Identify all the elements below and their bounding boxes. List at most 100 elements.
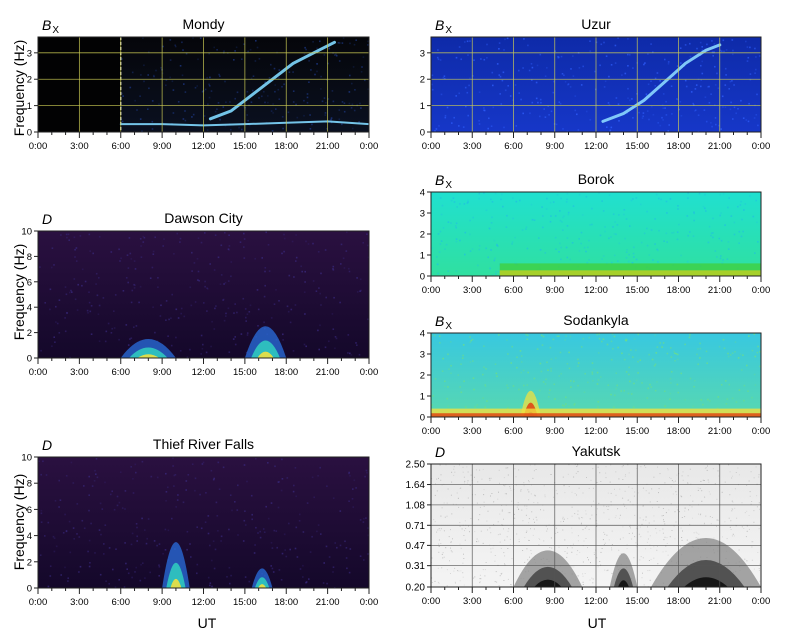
y-tick-label: 2 (27, 328, 32, 339)
y-tick-label: 0 (420, 128, 425, 139)
y-tick-label: 3 (420, 48, 425, 59)
y-tick-label: 1 (420, 251, 425, 262)
panel-yakutsk: 0:00 3:00 6:00 9:00 12:00 15:00 18:00 21:00 0:00… (406, 443, 771, 607)
spectrogram-content (38, 457, 369, 588)
x-tick-label: 15:00 (625, 596, 649, 607)
y-tick-label: 3 (27, 48, 32, 59)
x-tick-label: 15:00 (625, 285, 649, 296)
x-tick-label: 0:00 (752, 141, 771, 152)
x-tick-label: 15:00 (233, 141, 257, 152)
x-tick-label: 9:00 (546, 426, 565, 437)
y-tick-label: 3 (420, 350, 425, 361)
x-tick-label: 6:00 (504, 426, 523, 437)
spectrogram-content (431, 192, 761, 276)
x-tick-label: 12:00 (192, 597, 216, 608)
x-tick-label: 3:00 (463, 426, 482, 437)
y-tick-label: 0 (420, 272, 425, 283)
component-subscript: X (445, 321, 452, 332)
y-tick-label: 3 (420, 209, 425, 220)
spectrogram-background (431, 192, 761, 276)
x-tick-label: 0:00 (29, 141, 48, 152)
x-tick-label: 3:00 (463, 285, 482, 296)
x-tick-label: 0:00 (422, 285, 441, 296)
x-tick-label: 21:00 (316, 141, 340, 152)
component-label: D (42, 211, 52, 227)
y-tick-label: 0 (420, 413, 425, 424)
panel-title: Sodankyla (563, 312, 629, 328)
component-subscript: X (445, 25, 452, 36)
x-tick-label: 9:00 (153, 367, 172, 378)
spectrogram-content (38, 37, 369, 132)
panel-thief-river-falls: 0:00 3:00 6:00 9:00 12:00 15:00 18:00 21:00 0:00… (21, 436, 378, 608)
spectrogram-background (38, 457, 369, 588)
spectrogram-content (431, 37, 761, 132)
x-tick-label: 18:00 (274, 141, 298, 152)
component-label: BX (42, 17, 59, 36)
x-tick-label: 3:00 (70, 367, 89, 378)
y-tick-label: 2 (420, 371, 425, 382)
x-tick-label: 3:00 (70, 597, 89, 608)
component-label: D (435, 444, 445, 460)
panel-title: Borok (578, 171, 616, 187)
x-axis-label-right: UT (588, 615, 607, 631)
x-tick-label: 9:00 (153, 597, 172, 608)
y-tick-label: 6 (27, 505, 32, 516)
y-tick-label: 0 (27, 584, 32, 595)
component-label: BX (435, 17, 452, 36)
spectrogram-background (431, 333, 761, 417)
x-tick-label: 18:00 (667, 141, 691, 152)
x-tick-label: 0:00 (360, 367, 379, 378)
x-tick-label: 18:00 (274, 367, 298, 378)
component-label: D (42, 437, 52, 453)
panel-title: Mondy (182, 16, 224, 32)
panel-uzur: 0:00 3:00 6:00 9:00 12:00 15:00 18:00 21:00 0:00… (420, 16, 771, 152)
y-tick-label: 1.64 (406, 480, 426, 491)
x-tick-label: 18:00 (274, 597, 298, 608)
y-tick-label: 10 (21, 453, 32, 464)
x-tick-label: 0:00 (360, 597, 379, 608)
emission-trace (601, 43, 722, 123)
x-tick-label: 6:00 (112, 597, 131, 608)
y-tick-label: 2 (27, 75, 32, 86)
spectrogram-content (39, 231, 369, 358)
x-tick-label: 6:00 (504, 141, 523, 152)
y-tick-label: 2 (420, 75, 425, 86)
spectrogram-content (431, 333, 761, 417)
x-tick-label: 21:00 (708, 596, 732, 607)
x-tick-label: 12:00 (584, 596, 608, 607)
x-tick-label: 9:00 (546, 141, 565, 152)
y-tick-label: 4 (27, 303, 32, 314)
x-tick-label: 15:00 (233, 597, 257, 608)
x-tick-label: 12:00 (584, 141, 608, 152)
y-tick-label: 1.08 (406, 500, 426, 511)
x-tick-label: 12:00 (584, 426, 608, 437)
x-tick-label: 0:00 (752, 596, 771, 607)
x-tick-label: 21:00 (708, 141, 732, 152)
y-tick-label: 6 (27, 277, 32, 288)
x-tick-label: 6:00 (112, 141, 131, 152)
x-tick-label: 9:00 (546, 596, 565, 607)
y-tick-label: 1 (420, 101, 425, 112)
component-subscript: X (52, 25, 59, 36)
y-axis-label-1: Frequency (Hz) (11, 40, 27, 136)
x-tick-label: 0:00 (422, 426, 441, 437)
x-tick-label: 3:00 (463, 596, 482, 607)
y-tick-label: 0.71 (406, 521, 426, 532)
panel-title: Yakutsk (572, 443, 622, 459)
y-tick-label: 2 (27, 557, 32, 568)
x-tick-label: 6:00 (504, 596, 523, 607)
y-tick-label: 2 (420, 230, 425, 241)
panel-mondy: 0:00 3:00 6:00 9:00 12:00 15:00 18:00 21:00 0:00… (27, 16, 379, 152)
spectrogram-background (38, 231, 369, 358)
x-tick-label: 3:00 (463, 141, 482, 152)
spectrogram-content (431, 464, 761, 587)
x-tick-label: 21:00 (708, 426, 732, 437)
y-tick-label: 0.47 (406, 541, 426, 552)
y-tick-label: 4 (420, 329, 425, 340)
y-tick-label: 0.31 (406, 561, 426, 572)
x-tick-label: 18:00 (667, 426, 691, 437)
component-label: BX (435, 313, 452, 332)
emission-band (431, 408, 761, 417)
y-tick-label: 2.50 (406, 460, 426, 471)
